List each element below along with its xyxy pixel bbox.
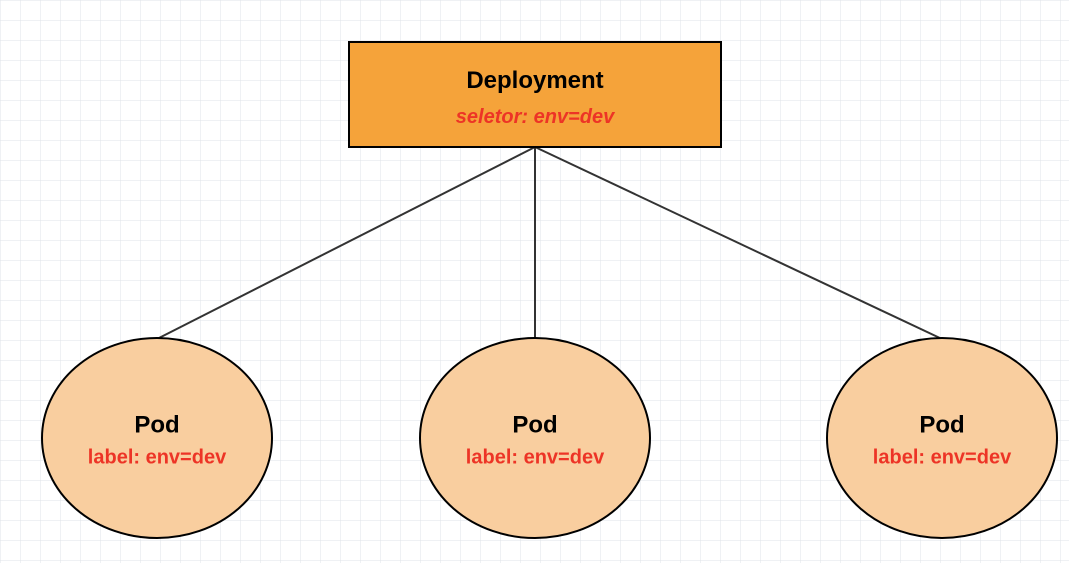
pod-title: Pod	[134, 411, 179, 438]
deployment-node: Deployment seletor: env=dev	[349, 42, 721, 147]
pod-label: label: env=dev	[873, 446, 1012, 468]
pod-node-0: Pod label: env=dev	[42, 338, 272, 538]
pod-node-2: Pod label: env=dev	[827, 338, 1057, 538]
pod-node-1: Pod label: env=dev	[420, 338, 650, 538]
deployment-selector: seletor: env=dev	[456, 106, 616, 128]
pod-label: label: env=dev	[466, 446, 605, 468]
pod-title: Pod	[919, 411, 964, 438]
deployment-title: Deployment	[466, 67, 603, 94]
pod-title: Pod	[512, 411, 557, 438]
pod-label: label: env=dev	[88, 446, 227, 468]
diagram-canvas: Deployment seletor: env=dev Pod label: env=…	[0, 0, 1069, 563]
